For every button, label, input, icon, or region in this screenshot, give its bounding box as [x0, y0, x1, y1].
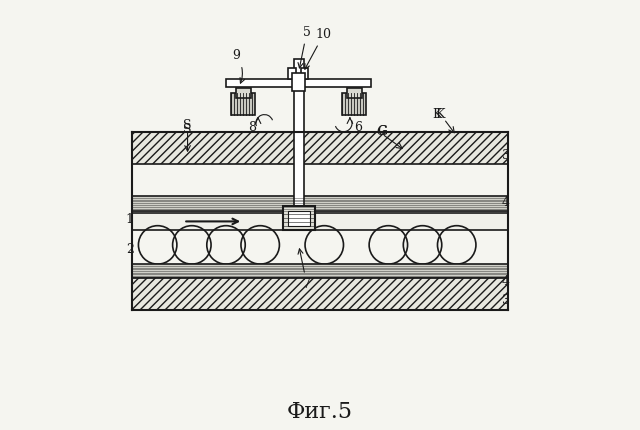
Text: 4: 4 [502, 196, 510, 209]
Text: Фиг.5: Фиг.5 [287, 400, 353, 423]
Text: 2: 2 [126, 243, 134, 256]
Text: K: K [433, 108, 442, 121]
Text: 5: 5 [298, 25, 311, 68]
Text: 3: 3 [502, 149, 510, 162]
Bar [132, 196, 508, 211]
Text: 1: 1 [126, 213, 134, 226]
Text: 4: 4 [502, 275, 510, 288]
Bar [132, 132, 508, 164]
Text: 3: 3 [502, 294, 510, 307]
Bar [288, 68, 296, 79]
Bar [283, 206, 315, 230]
Bar [132, 264, 508, 278]
Text: S: S [183, 123, 192, 136]
Text: G: G [377, 125, 387, 138]
Text: 9: 9 [232, 49, 244, 83]
Bar [301, 68, 308, 79]
Bar [294, 59, 304, 219]
Bar [292, 73, 305, 91]
Text: S: S [183, 119, 192, 132]
Text: 10: 10 [305, 28, 332, 69]
Text: 6: 6 [355, 121, 362, 134]
Text: 8: 8 [248, 121, 255, 134]
Bar [226, 79, 371, 87]
Bar [288, 211, 310, 226]
Bar [347, 88, 362, 98]
Text: G: G [377, 125, 387, 138]
Bar [231, 93, 255, 115]
Text: K: K [435, 108, 444, 121]
Bar [132, 213, 508, 230]
Bar [342, 93, 366, 115]
Bar [132, 278, 508, 310]
Bar [236, 88, 251, 98]
Text: 7: 7 [298, 249, 311, 291]
